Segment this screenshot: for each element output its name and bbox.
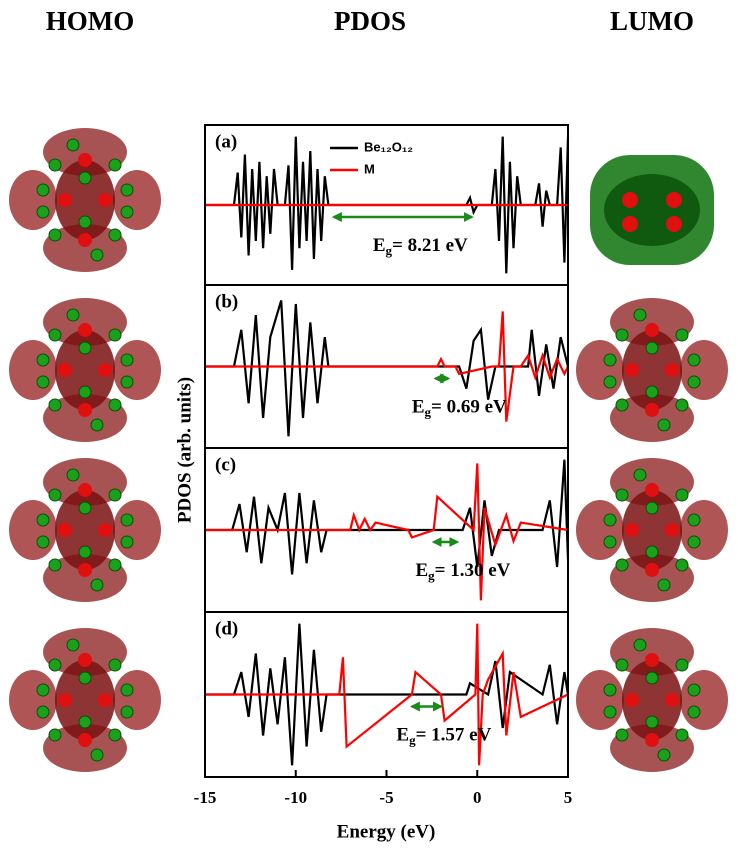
y-axis-label: PDOS (arb. units) — [174, 377, 195, 523]
gap-label-part: g — [428, 568, 435, 583]
legend-label: M — [364, 161, 375, 176]
panel-label: (b) — [215, 291, 238, 312]
legend-label: Be₁₂O₁₂ — [364, 139, 413, 154]
homo-orbitals — [8, 127, 162, 773]
x-axis-label: Energy (eV) — [337, 821, 436, 842]
panel-label: (a) — [215, 131, 237, 152]
x-tick-label: -10 — [284, 788, 307, 807]
orbital-image — [8, 627, 162, 773]
gap-label-part: = 8.21 eV — [392, 235, 468, 256]
gap-label-part: E — [373, 235, 386, 256]
x-tick-label: 0 — [473, 788, 482, 807]
gap-label: Eg= 8.21 eV — [373, 235, 468, 258]
orbital-image — [575, 457, 729, 603]
pdos-line — [205, 311, 569, 422]
orbital-image — [8, 297, 162, 443]
orbital-image — [8, 127, 162, 273]
gap-label-part: g — [425, 404, 432, 419]
gap-label-part: g — [409, 732, 416, 747]
gap-label-part: E — [415, 560, 428, 581]
pdos-line — [205, 459, 570, 575]
gap-label: Eg= 0.69 eV — [412, 397, 507, 420]
lumo-header: LUMO — [610, 6, 694, 36]
gap-label-part: E — [396, 725, 409, 746]
pdos-line — [205, 463, 569, 601]
orbital-image — [590, 155, 714, 265]
x-tick-label: -5 — [379, 788, 393, 807]
lumo-orbitals — [575, 155, 729, 773]
gap-label: Eg= 1.57 eV — [396, 725, 491, 748]
gap-label-part: = 0.69 eV — [431, 397, 507, 418]
homo-header: HOMO — [46, 6, 135, 36]
orbital-image — [575, 627, 729, 773]
gap-label-part: g — [386, 243, 393, 258]
gap-label-part: = 1.57 eV — [416, 725, 492, 746]
orbital-image — [575, 297, 729, 443]
x-tick-label: 5 — [564, 788, 573, 807]
pdos-header: PDOS — [334, 6, 406, 36]
gap-label: Eg= 1.30 eV — [415, 560, 510, 583]
orbital-image — [8, 457, 162, 603]
pdos-line — [205, 623, 569, 766]
gap-label-part: = 1.30 eV — [435, 560, 511, 581]
panel-label: (c) — [215, 454, 236, 475]
panel-label: (d) — [215, 618, 238, 639]
x-tick-label: -15 — [194, 788, 217, 807]
gap-label-part: E — [412, 397, 425, 418]
